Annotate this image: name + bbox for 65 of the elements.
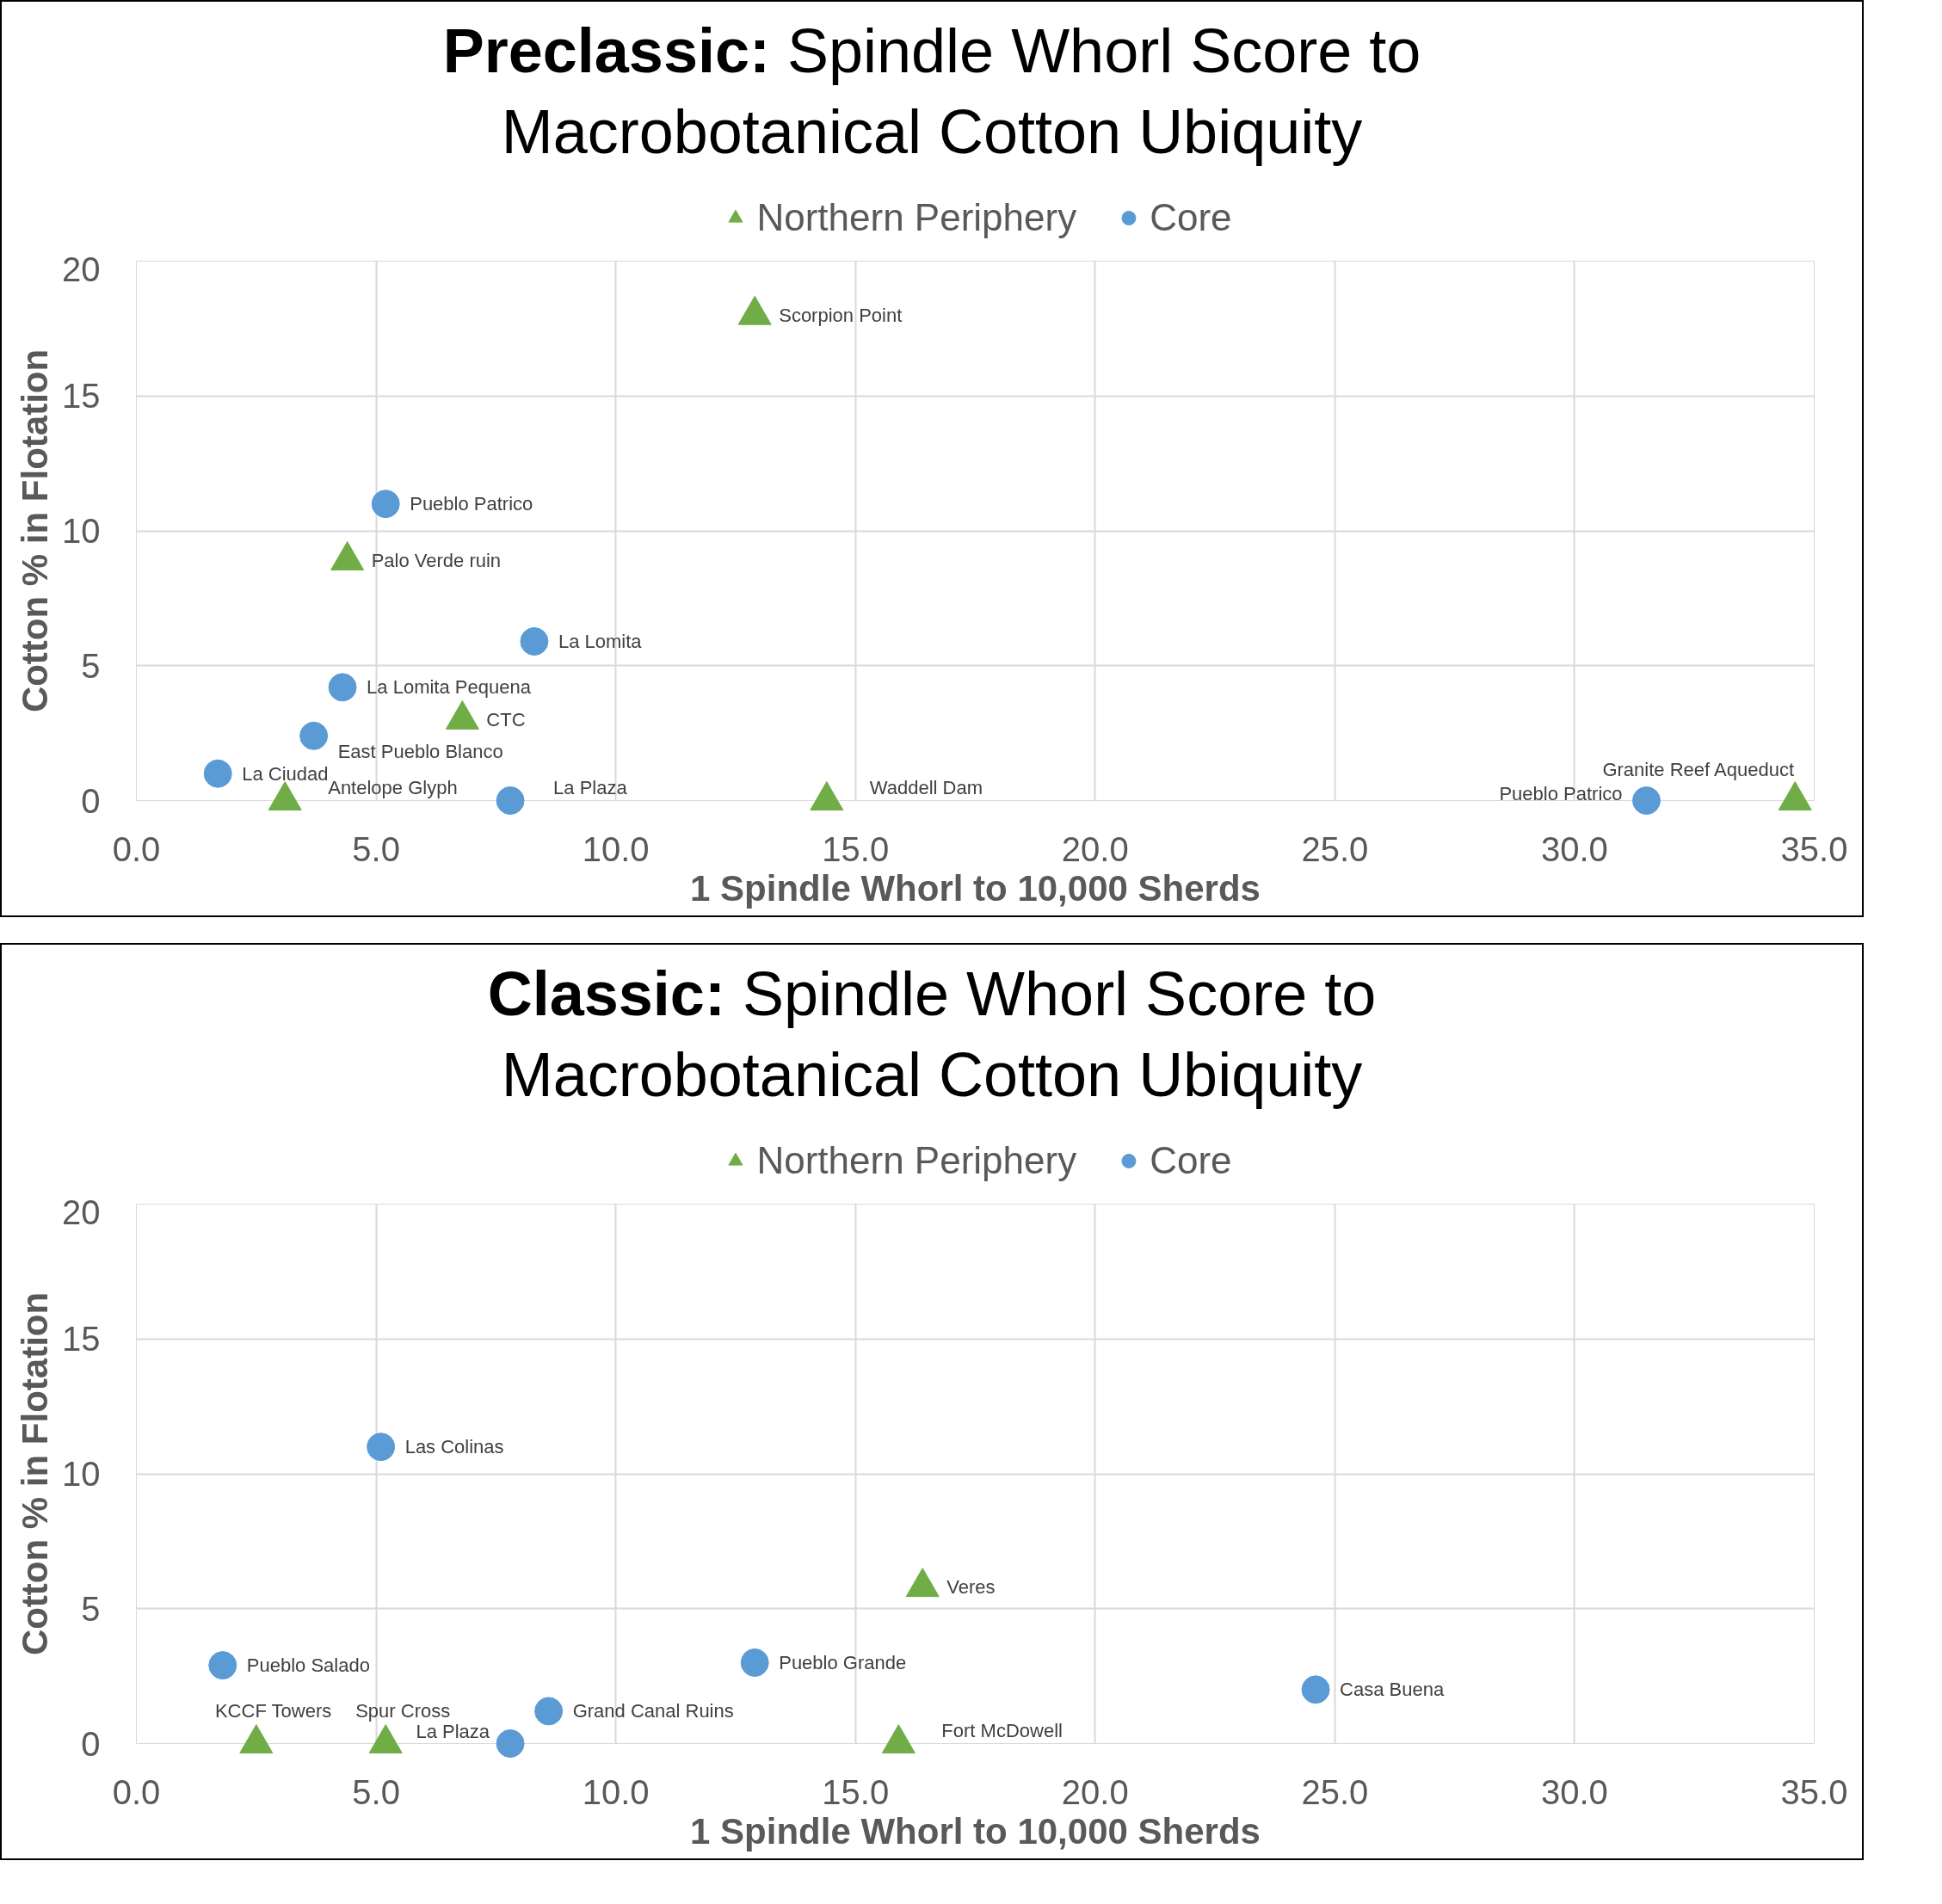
x-tick-label: 5.0: [352, 829, 400, 868]
data-label: Palo Verde ruin: [371, 549, 502, 571]
data-label: La Ciudad: [242, 762, 329, 785]
y-tick-label: 15: [62, 1320, 101, 1359]
y-tick-label: 5: [81, 646, 101, 685]
data-label: Pueblo Salado: [246, 1654, 370, 1677]
y-tick-label: 10: [62, 1455, 101, 1493]
data-label: Granite Reef Aqueduct: [1602, 758, 1795, 780]
point: [534, 1697, 564, 1726]
data-label: Antelope Glyph: [328, 776, 458, 798]
x-axis-title: 1 Spindle Whorl to 10,000 Sherds: [690, 1810, 1261, 1852]
y-tick-label: 20: [62, 1192, 101, 1231]
x-tick-label: 35.0: [1780, 1772, 1848, 1811]
x-tick-label: 0.0: [112, 1772, 161, 1811]
data-label: La Plaza: [553, 776, 628, 798]
data-label: East Pueblo Blanco: [337, 740, 503, 762]
x-tick-label: 15.0: [822, 829, 890, 868]
x-axis-title: 1 Spindle Whorl to 10,000 Sherds: [690, 867, 1261, 909]
data-label: Fort McDowell: [941, 1719, 1063, 1741]
legend-label: Core: [1150, 196, 1232, 239]
legend-label: Core: [1150, 1139, 1232, 1182]
data-label: Grand Canal Ruins: [572, 1700, 734, 1722]
x-tick-label: 20.0: [1061, 1772, 1129, 1811]
x-tick-label: 10.0: [582, 1772, 650, 1811]
x-tick-label: 20.0: [1061, 829, 1129, 868]
y-tick-label: 15: [62, 377, 101, 416]
y-tick-label: 10: [62, 512, 101, 550]
x-tick-label: 25.0: [1301, 829, 1369, 868]
data-label: Las Colinas: [404, 1436, 504, 1458]
data-label: Waddell Dam: [869, 776, 983, 798]
data-label: Scorpion Point: [779, 304, 903, 326]
data-label: La Lomita: [558, 631, 643, 653]
x-tick-label: 30.0: [1541, 1772, 1608, 1811]
legend-label: Northern Periphery: [756, 196, 1077, 239]
x-tick-label: 10.0: [582, 829, 650, 868]
y-axis-title: Cotton % in Flotation: [15, 348, 56, 713]
x-tick-label: 25.0: [1301, 1772, 1369, 1811]
data-label: Pueblo Patrico: [1499, 783, 1623, 804]
data-label: Pueblo Patrico: [410, 493, 533, 515]
y-tick-label: 20: [62, 250, 101, 288]
data-label: CTC: [486, 708, 526, 730]
x-tick-label: 0.0: [112, 829, 161, 868]
point: [1301, 1675, 1330, 1704]
chart-title: Preclassic: Spindle Whorl Score to Macrobotanical Cotton Ubiquity: [441, 15, 1422, 168]
x-tick-label: 5.0: [352, 1772, 400, 1811]
data-label: Spur Cross: [355, 1699, 451, 1722]
y-tick-label: 5: [81, 1589, 101, 1628]
x-tick-label: 35.0: [1780, 829, 1848, 868]
data-label: KCCF Towers: [214, 1699, 332, 1722]
y-tick-label: 0: [81, 781, 101, 820]
point: [367, 1433, 396, 1462]
chart-title: Classic: Spindle Whorl Score to Macrobotanical Cotton Ubiquity: [486, 958, 1378, 1111]
data-label: Casa Buena: [1340, 1679, 1445, 1701]
data-label: Pueblo Grande: [779, 1651, 907, 1673]
x-tick-label: 30.0: [1541, 829, 1608, 868]
x-tick-label: 15.0: [822, 1772, 890, 1811]
point: [208, 1651, 237, 1680]
y-tick-label: 0: [81, 1724, 101, 1763]
point: [740, 1648, 769, 1677]
y-axis-title: Cotton % in Flotation: [15, 1291, 56, 1656]
legend-label: Northern Periphery: [756, 1139, 1077, 1182]
data-label: Veres: [946, 1576, 996, 1599]
data-label: La Lomita Pequena: [367, 676, 532, 699]
data-label: La Plaza: [416, 1720, 490, 1742]
point: [496, 1729, 525, 1758]
